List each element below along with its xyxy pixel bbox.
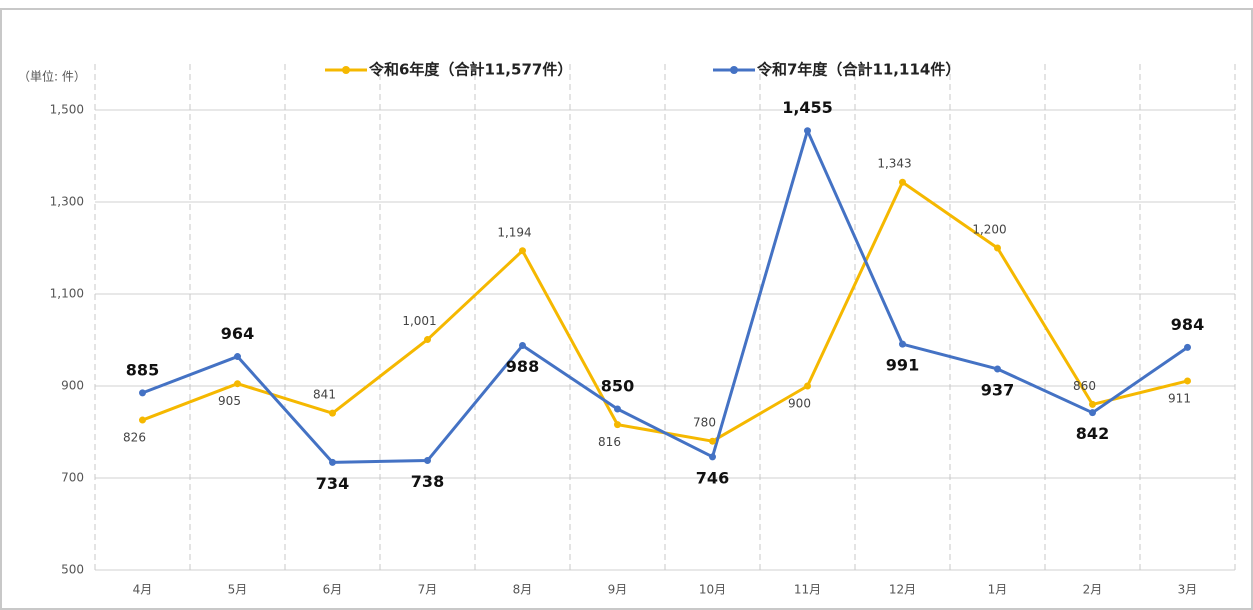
x-tick-label: 9月	[608, 583, 628, 597]
data-point	[234, 380, 241, 388]
data-label: 1,001	[402, 314, 436, 328]
data-point	[614, 421, 621, 429]
data-label: 842	[1076, 424, 1109, 443]
data-label: 850	[601, 377, 634, 396]
data-label: 1,200	[972, 223, 1006, 237]
data-label: 734	[316, 474, 349, 493]
x-tick-label: 2月	[1083, 583, 1103, 597]
data-label: 900	[788, 397, 811, 411]
y-tick-label: 1,500	[50, 103, 84, 117]
x-tick-label: 6月	[323, 583, 343, 597]
x-tick-label: 11月	[794, 583, 821, 597]
data-label: 1,194	[497, 225, 531, 239]
x-tick-label: 12月	[889, 583, 916, 597]
data-label: 816	[598, 435, 621, 449]
y-axis-label: （単位: 件）	[18, 69, 86, 84]
legend-label: 令和6年度（合計11,577件）	[369, 61, 572, 79]
legend-label: 令和7年度（合計11,114件）	[757, 61, 960, 79]
frame	[0, 8, 1253, 610]
data-point	[139, 416, 146, 424]
data-point	[329, 409, 336, 417]
legend-marker	[342, 66, 350, 74]
x-tick-label: 4月	[133, 583, 153, 597]
data-point	[709, 453, 716, 461]
data-point	[994, 365, 1001, 373]
x-tick-label: 5月	[228, 583, 248, 597]
data-point	[1184, 377, 1191, 385]
data-label: 860	[1073, 379, 1096, 393]
data-label: 911	[1168, 391, 1191, 405]
data-label: 964	[221, 324, 254, 343]
y-tick-label: 700	[61, 471, 84, 485]
data-label: 885	[126, 360, 159, 379]
data-point	[614, 405, 621, 413]
data-point	[804, 127, 811, 135]
y-tick-label: 900	[61, 379, 84, 393]
x-tick-label: 8月	[513, 583, 533, 597]
data-point	[139, 389, 146, 397]
x-tick-label: 3月	[1178, 583, 1198, 597]
data-point	[234, 353, 241, 361]
data-point	[709, 437, 716, 445]
y-tick-label: 500	[61, 563, 84, 577]
data-label: 988	[506, 357, 539, 376]
x-tick-label: 10月	[699, 583, 726, 597]
data-label: 780	[693, 416, 716, 430]
data-point	[424, 336, 431, 344]
data-label: 738	[411, 472, 444, 491]
data-label: 984	[1171, 315, 1204, 334]
data-label: 841	[313, 388, 336, 402]
data-point	[424, 457, 431, 465]
data-point	[804, 382, 811, 390]
x-tick-label: 1月	[988, 583, 1008, 597]
data-label: 1,455	[782, 98, 833, 117]
y-tick-label: 1,100	[50, 287, 84, 301]
data-point	[899, 340, 906, 348]
data-label: 905	[218, 394, 241, 408]
data-label: 937	[981, 380, 1014, 399]
data-label: 746	[696, 468, 729, 487]
data-point	[1089, 409, 1096, 417]
y-tick-label: 1,300	[50, 195, 84, 209]
data-point	[519, 247, 526, 255]
data-label: 826	[123, 431, 146, 445]
data-label: 1,343	[877, 157, 911, 171]
x-tick-label: 7月	[418, 583, 438, 597]
data-point	[519, 342, 526, 350]
data-label: 991	[886, 356, 919, 375]
data-point	[1184, 343, 1191, 351]
data-point	[1089, 400, 1096, 408]
data-point	[994, 244, 1001, 252]
legend-marker	[730, 66, 738, 74]
series-line	[141, 129, 1189, 464]
data-point	[329, 458, 336, 466]
data-point	[899, 178, 906, 186]
